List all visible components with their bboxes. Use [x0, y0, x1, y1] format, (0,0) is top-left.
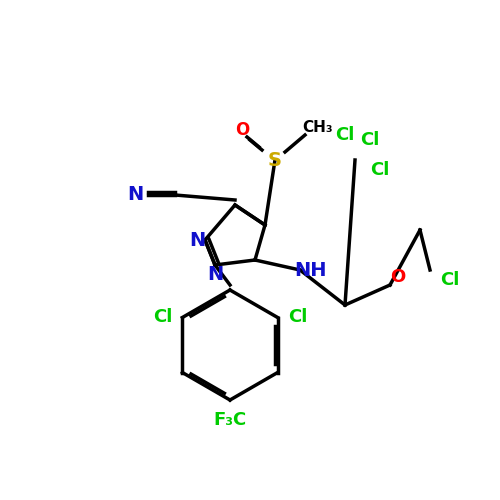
Text: F₃C: F₃C — [214, 411, 246, 429]
Text: Cl: Cl — [336, 126, 354, 144]
Text: N: N — [207, 266, 223, 284]
Text: Cl: Cl — [440, 271, 460, 289]
Text: Cl: Cl — [370, 161, 390, 179]
Text: NH: NH — [294, 260, 326, 280]
Text: S: S — [268, 150, 282, 170]
Text: O: O — [390, 268, 406, 286]
Text: Cl: Cl — [288, 308, 308, 326]
Text: CH₃: CH₃ — [302, 120, 334, 136]
Text: Cl: Cl — [152, 308, 172, 326]
Text: N: N — [127, 186, 143, 204]
Text: O: O — [235, 121, 249, 139]
Text: N: N — [189, 230, 205, 250]
Text: Cl: Cl — [360, 131, 380, 149]
